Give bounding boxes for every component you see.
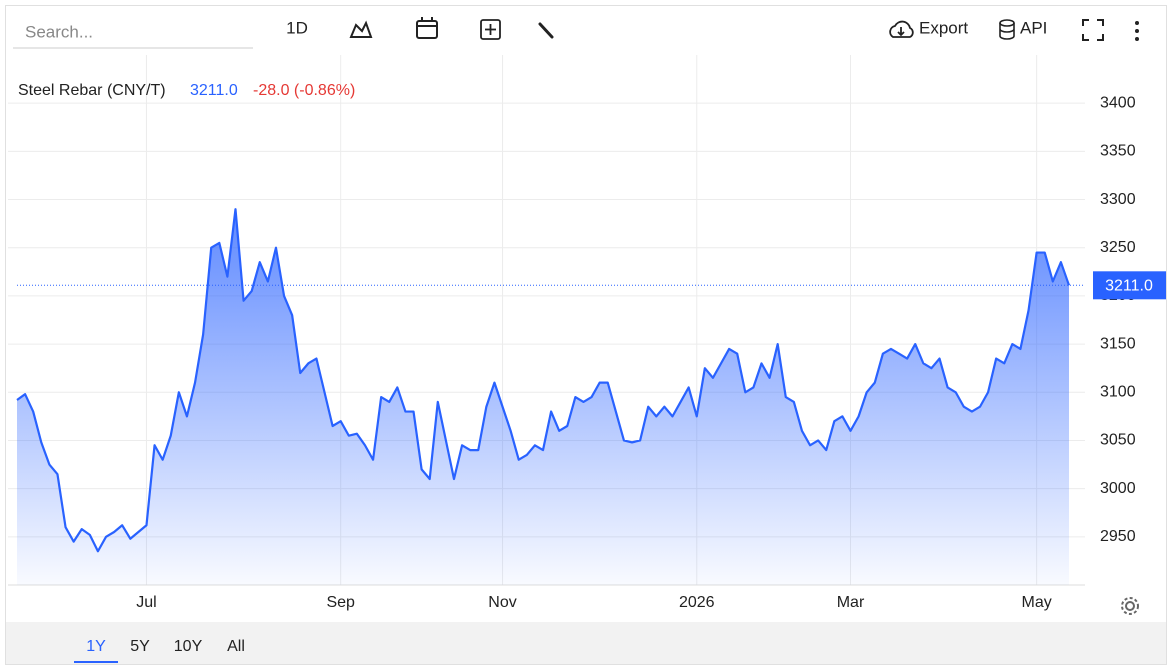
api-icon[interactable] — [999, 19, 1015, 40]
range-bar — [6, 622, 1166, 664]
x-tick-label: Mar — [837, 594, 865, 611]
fullscreen-icon[interactable] — [1082, 19, 1104, 41]
y-tick-label: 3000 — [1100, 480, 1136, 497]
x-tick-label: Nov — [488, 594, 516, 611]
y-tick-label: 3400 — [1100, 94, 1136, 111]
plot: 2950300030503100315032003250330033503400… — [8, 55, 1166, 611]
interval-button[interactable]: 1D — [286, 18, 308, 37]
y-tick-label: 2950 — [1100, 528, 1136, 545]
y-tick-label: 3350 — [1100, 143, 1136, 160]
range-button[interactable]: 5Y — [130, 638, 150, 655]
y-tick-label: 3050 — [1100, 432, 1136, 449]
price-change: -28.0 (-0.86%) — [253, 82, 355, 99]
range-button[interactable]: 1Y — [86, 638, 106, 655]
export-icon[interactable] — [889, 20, 914, 38]
export-button[interactable]: Export — [919, 18, 968, 37]
y-tick-label: 3150 — [1100, 335, 1136, 352]
settings-wrench-icon[interactable] — [538, 22, 554, 39]
x-tick-label: 2026 — [679, 594, 715, 611]
calendar-icon[interactable] — [416, 17, 438, 39]
search-box[interactable]: Search... — [25, 22, 93, 41]
gear-icon[interactable] — [1121, 597, 1139, 615]
x-tick-label: Jul — [136, 594, 156, 611]
x-tick-label: Sep — [326, 594, 355, 611]
y-tick-label: 3300 — [1100, 191, 1136, 208]
y-tick-label: 3250 — [1100, 239, 1136, 256]
last-price-label: 3211.0 — [1105, 278, 1153, 295]
area — [17, 209, 1069, 585]
api-button[interactable]: API — [1020, 18, 1047, 37]
range-button[interactable]: 10Y — [174, 638, 203, 655]
add-icon[interactable] — [480, 19, 501, 40]
x-tick-label: May — [1022, 594, 1052, 611]
y-tick-label: 3100 — [1100, 383, 1136, 400]
range-button[interactable]: All — [227, 638, 245, 655]
last-price-tag — [1093, 271, 1166, 300]
chart-type-icon[interactable] — [349, 20, 373, 38]
last-price: 3211.0 — [190, 82, 238, 99]
range-buttons: 1Y 5Y 10Y All — [74, 638, 245, 663]
menu-icon[interactable] — [1135, 21, 1139, 41]
line — [16, 208, 1071, 553]
chart-title: Steel Rebar (CNY/T) — [18, 82, 166, 99]
